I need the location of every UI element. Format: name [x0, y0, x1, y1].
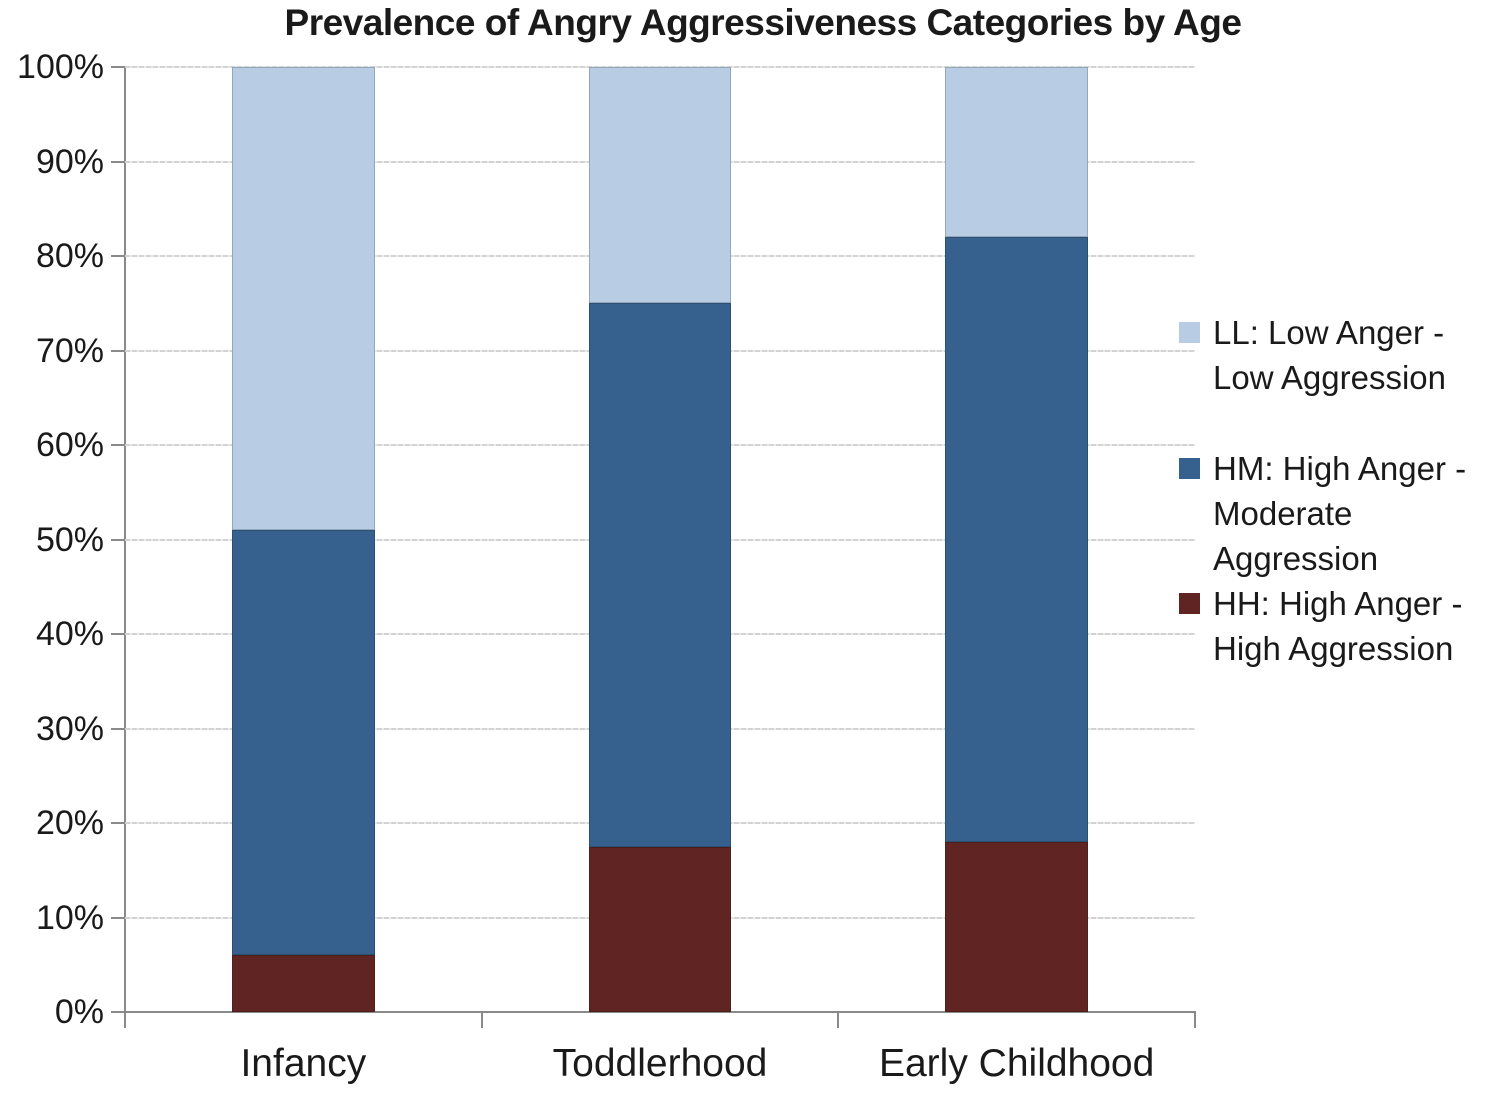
- bar-segment-hm-3: [945, 237, 1089, 842]
- y-axis-label-90: 90%: [35, 142, 104, 181]
- chart-title: Prevalence of Angry Aggressiveness Categ…: [284, 2, 1242, 43]
- y-axis-tick-0: [111, 1011, 125, 1013]
- legend-swatch-2: [1179, 458, 1200, 479]
- x-axis-label-1: Infancy: [240, 1042, 367, 1085]
- bar-segment-hm-2: [588, 303, 732, 847]
- y-axis-tick-60: [111, 444, 125, 446]
- legend-entry-1: LL: Low Anger - Low Aggression: [1179, 310, 1475, 400]
- bar-segment-hh-1: [231, 955, 375, 1012]
- bar-segment-hm-1: [231, 530, 375, 956]
- legend-entry-3: HH: High Anger - High Aggression: [1179, 581, 1475, 671]
- y-axis-tick-100: [111, 66, 125, 68]
- bar-segment-hh-2: [588, 846, 732, 1012]
- y-axis-line: [124, 67, 126, 1027]
- x-axis-tick-1: [480, 1013, 483, 1028]
- bar-segment-hh-3: [945, 841, 1089, 1012]
- y-axis-label-100: 100%: [17, 48, 104, 86]
- legend-label-1: LL: Low Anger - Low Aggression: [1213, 314, 1446, 396]
- y-axis-label-50: 50%: [35, 520, 104, 559]
- y-axis-label-10: 10%: [35, 898, 104, 937]
- y-axis-tick-90: [111, 160, 125, 163]
- x-axis-tick-0: [124, 1013, 126, 1028]
- legend-entry-2: HM: High Anger - Moderate Aggression: [1179, 446, 1475, 581]
- y-axis-tick-30: [111, 727, 125, 730]
- y-axis-tick-40: [111, 633, 125, 635]
- y-axis-label-70: 70%: [35, 331, 104, 370]
- bar-infancy: [231, 67, 375, 1012]
- y-axis-label-40: 40%: [35, 615, 104, 653]
- plot-area: [125, 66, 1195, 1012]
- x-axis-tick-2: [837, 1013, 840, 1028]
- x-axis-line: [124, 1011, 1196, 1013]
- bar-segment-ll-3: [945, 67, 1089, 238]
- x-axis-tick-3: [1194, 1013, 1196, 1028]
- y-axis-label-30: 30%: [35, 709, 104, 748]
- bar-toddlerhood: [588, 67, 732, 1012]
- y-axis-label-20: 20%: [35, 804, 104, 842]
- bar-segment-ll-1: [231, 67, 375, 531]
- y-axis-tick-80: [111, 255, 125, 257]
- legend: LL: Low Anger - Low Aggression HM: High A…: [1179, 310, 1475, 671]
- x-axis-label-3: Early Childhood: [878, 1042, 1155, 1085]
- y-axis-tick-70: [111, 349, 125, 352]
- y-axis-tick-50: [111, 538, 125, 541]
- y-axis-label-60: 60%: [35, 426, 104, 464]
- y-axis-tick-20: [111, 822, 125, 824]
- y-axis-tick-10: [111, 916, 125, 919]
- bar-segment-ll-2: [588, 67, 732, 304]
- legend-label-3: HH: High Anger - High Aggression: [1213, 585, 1463, 667]
- x-axis-label-2: Toddlerhood: [552, 1042, 768, 1085]
- legend-swatch-1: [1179, 322, 1200, 343]
- legend-label-2: HM: High Anger - Moderate Aggression: [1213, 450, 1467, 577]
- y-axis-label-0: 0%: [54, 993, 104, 1031]
- bar-early-childhood: [945, 67, 1089, 1012]
- legend-swatch-3: [1179, 593, 1200, 614]
- y-axis-label-80: 80%: [35, 237, 104, 275]
